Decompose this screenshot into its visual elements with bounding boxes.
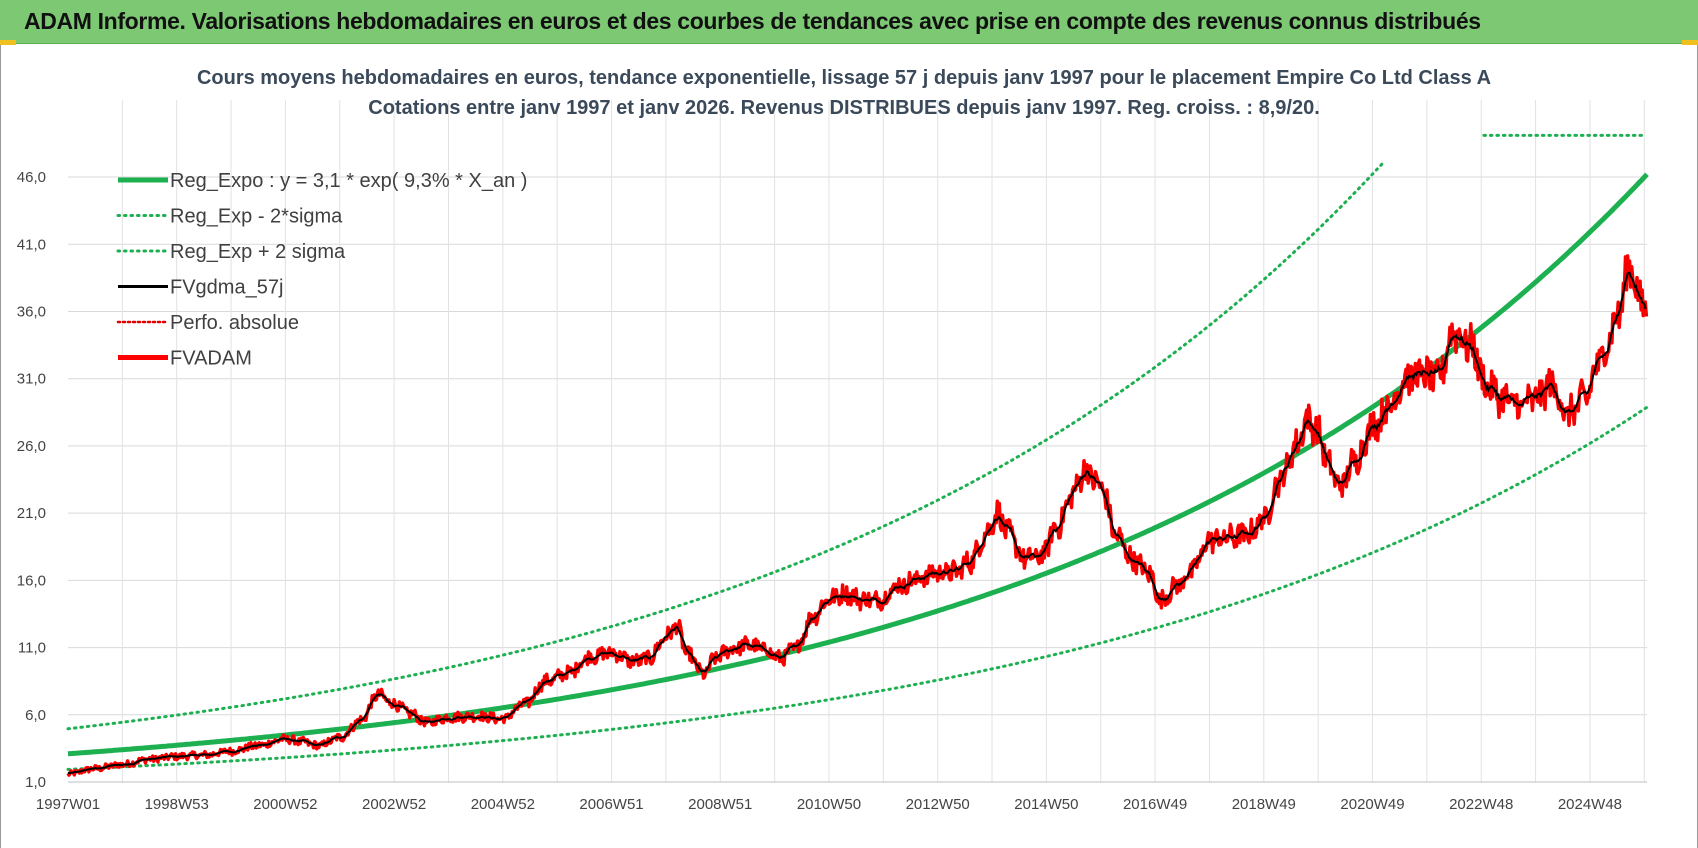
x-tick-label: 2024W48 <box>1558 796 1622 813</box>
legend-label: FVgdma_57j <box>170 277 283 299</box>
legend-label: Reg_Exp + 2 sigma <box>170 241 346 263</box>
reg-expo-line <box>67 172 1649 757</box>
fvadam-line <box>66 254 1649 777</box>
chart-title-line2: Cotations entre janv 1997 et janv 2026. … <box>368 97 1320 119</box>
x-tick-label: 2010W50 <box>797 796 861 813</box>
x-tick-label: 2004W52 <box>471 796 535 813</box>
x-axis: 1997W01 1998W53 2000W52 2002W52 2004W52 2006W… <box>36 781 1647 813</box>
grid <box>68 100 1647 783</box>
corner-mark-right <box>1682 40 1698 45</box>
x-tick-label: 2022W48 <box>1449 796 1513 813</box>
y-tick-label: 31,0 <box>17 371 46 388</box>
y-axis: 1,0 6,0 11,0 16,0 21,0 26,0 31,0 36,0 41,0 46,0 <box>17 169 46 791</box>
y-tick-label: 1,0 <box>25 774 46 791</box>
legend-label: FVADAM <box>170 348 252 370</box>
y-tick-label: 36,0 <box>17 303 46 320</box>
legend-label: Reg_Exp - 2*sigma <box>170 206 343 228</box>
x-tick-label: 2002W52 <box>362 796 426 813</box>
y-tick-label: 6,0 <box>25 707 46 724</box>
y-tick-label: 11,0 <box>18 640 46 657</box>
x-tick-label: 2014W50 <box>1014 796 1078 813</box>
corner-mark-left <box>0 40 16 45</box>
reg-plus-2sigma-line <box>66 160 1385 731</box>
x-tick-label: 1997W01 <box>36 796 100 813</box>
trend-chart: Cours moyens hebdomadaires en euros, ten… <box>17 67 1649 813</box>
x-tick-label: 2020W49 <box>1340 796 1404 813</box>
legend-label: Perfo. absolue <box>170 312 299 334</box>
y-tick-label: 46,0 <box>17 169 46 186</box>
x-tick-label: 2000W52 <box>253 796 317 813</box>
y-tick-label: 26,0 <box>17 438 46 455</box>
x-tick-label: 2018W49 <box>1232 796 1296 813</box>
x-tick-label: 2016W49 <box>1123 796 1187 813</box>
x-tick-label: 1998W53 <box>145 796 209 813</box>
reg-minus-2sigma-line <box>66 405 1649 771</box>
fvgdma-57j-line <box>67 271 1647 775</box>
legend: Reg_Expo : y = 3,1 * exp( 9,3% * X_an ) R… <box>116 170 527 370</box>
x-tick-label: 2008W51 <box>688 796 752 813</box>
x-tick-label: 2012W50 <box>906 796 970 813</box>
perfo-absolue-line <box>67 255 1647 777</box>
chart-title-line1: Cours moyens hebdomadaires en euros, ten… <box>197 67 1491 89</box>
legend-label: Reg_Expo : y = 3,1 * exp( 9,3% * X_an ) <box>170 170 527 192</box>
x-tick-label: 2006W51 <box>579 796 643 813</box>
y-tick-label: 21,0 <box>17 505 46 522</box>
y-tick-label: 16,0 <box>17 572 46 589</box>
y-tick-label: 41,0 <box>17 236 46 253</box>
page-title: ADAM Informe. Valorisations hebdomadaire… <box>24 8 1481 34</box>
series-group <box>66 133 1649 777</box>
header-bar: ADAM Informe. Valorisations hebdomadaire… <box>0 0 1698 44</box>
